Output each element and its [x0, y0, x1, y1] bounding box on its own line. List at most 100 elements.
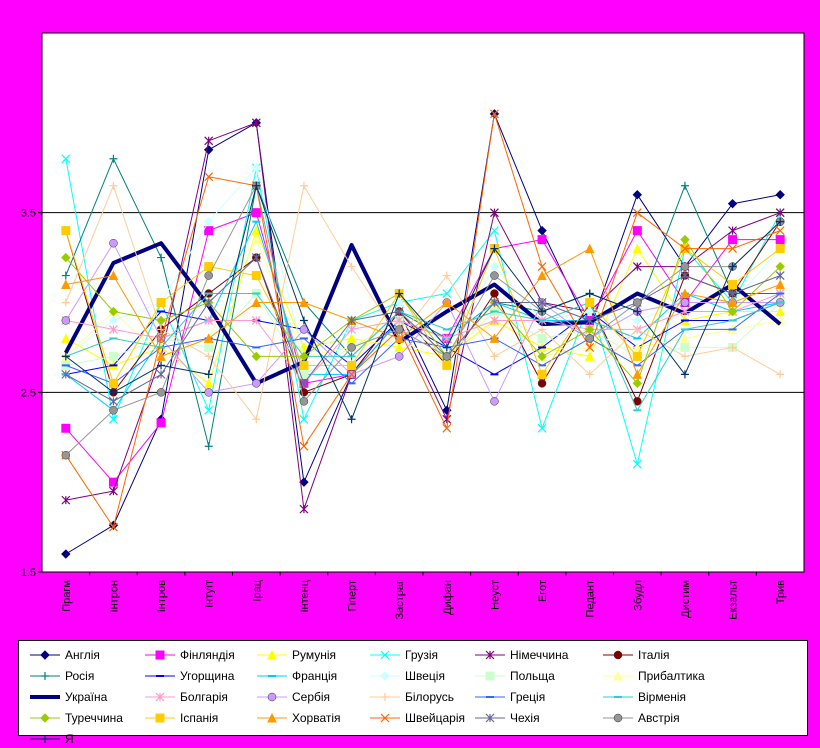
legend-marker — [381, 693, 389, 701]
data-point — [347, 369, 356, 379]
legend-item: Болгарія — [144, 688, 228, 706]
legend-label: Сербія — [292, 690, 331, 704]
legend-swatch — [603, 713, 633, 723]
data-point — [156, 334, 166, 343]
data-point — [299, 369, 309, 379]
legend-item: Австрія — [602, 709, 680, 727]
legend-item: Вірменія — [602, 688, 686, 706]
data-point — [537, 270, 547, 281]
data-point — [203, 378, 214, 388]
data-point — [442, 297, 452, 307]
data-point — [490, 352, 499, 361]
data-point — [585, 334, 594, 343]
legend-marker — [40, 650, 50, 660]
data-point — [109, 522, 118, 532]
data-point — [204, 271, 213, 280]
data-point — [61, 271, 70, 280]
y-tick-label: 2.5 — [21, 387, 36, 399]
data-point — [442, 289, 452, 298]
data-point — [252, 415, 261, 424]
data-point — [775, 226, 785, 236]
legend-swatch — [257, 712, 287, 723]
data-point — [108, 351, 118, 361]
data-point — [157, 361, 166, 370]
data-point — [157, 253, 166, 262]
data-point — [775, 279, 785, 290]
legend-label: Швейцарія — [405, 711, 465, 725]
series-25 — [61, 181, 785, 424]
data-point — [204, 342, 214, 352]
data-point — [728, 235, 738, 245]
legend-swatch — [30, 650, 60, 660]
data-point — [61, 226, 71, 236]
legend-label: Росія — [65, 669, 95, 683]
legend-label: Румунія — [292, 648, 337, 662]
data-point — [585, 289, 594, 298]
data-point — [490, 109, 499, 119]
x-tick-label: Застраг — [394, 580, 406, 620]
data-point — [204, 172, 214, 182]
data-point — [537, 369, 547, 379]
data-point — [347, 360, 357, 370]
legend-item: Греція — [474, 688, 545, 706]
data-point — [490, 226, 499, 236]
data-point — [632, 315, 643, 326]
data-point — [252, 379, 261, 388]
data-point — [584, 243, 595, 254]
data-point — [109, 414, 118, 424]
data-point — [394, 316, 404, 325]
legend-marker — [380, 650, 390, 660]
legend-swatch — [370, 713, 400, 723]
data-point — [490, 244, 499, 253]
data-point — [585, 342, 595, 352]
data-point — [537, 225, 547, 236]
data-point — [680, 271, 690, 280]
legend-swatch — [475, 713, 505, 723]
data-point — [204, 370, 213, 379]
data-point — [251, 253, 261, 263]
legend-marker — [155, 692, 165, 702]
data-point — [395, 289, 404, 298]
data-point — [299, 441, 309, 451]
data-point — [394, 333, 404, 343]
legend-marker — [40, 713, 50, 723]
legend-marker — [155, 650, 165, 660]
data-point — [347, 262, 356, 271]
data-point — [61, 352, 70, 361]
data-point — [251, 234, 262, 245]
legend-swatch — [603, 696, 633, 698]
legend-label: Угорщина — [180, 669, 235, 683]
legend-item: Швеція — [369, 667, 445, 685]
data-point — [61, 154, 71, 164]
data-point — [537, 351, 547, 362]
data-point — [108, 270, 119, 281]
data-point — [156, 298, 166, 307]
legend-swatch — [475, 671, 505, 681]
legend-swatch — [603, 670, 633, 681]
data-point — [632, 262, 642, 271]
series-line — [65, 122, 781, 510]
legend-swatch — [370, 693, 400, 701]
data-point — [251, 118, 261, 128]
x-tick-label: Прагм — [61, 580, 73, 612]
data-point — [204, 405, 214, 415]
data-point — [251, 316, 261, 325]
data-point — [156, 351, 166, 361]
data-point — [347, 316, 356, 325]
data-point — [299, 351, 309, 362]
line-chart: 1.5 2.5 3.5 Прагм Інтрон Інтров Інтуїт Ірац Інт… — [21, 32, 805, 620]
data-point — [584, 324, 595, 335]
data-point — [775, 271, 785, 280]
data-point — [632, 459, 642, 469]
series-line — [65, 158, 781, 465]
legend-label: Польща — [510, 669, 555, 683]
legend-marker — [267, 692, 277, 702]
data-point — [632, 351, 642, 361]
data-point — [490, 316, 499, 325]
data-point — [775, 261, 785, 272]
legend-marker — [485, 650, 495, 660]
legend-label: Україна — [65, 690, 108, 704]
legend-swatch — [603, 650, 633, 660]
data-point — [633, 298, 642, 307]
data-point — [299, 504, 309, 514]
